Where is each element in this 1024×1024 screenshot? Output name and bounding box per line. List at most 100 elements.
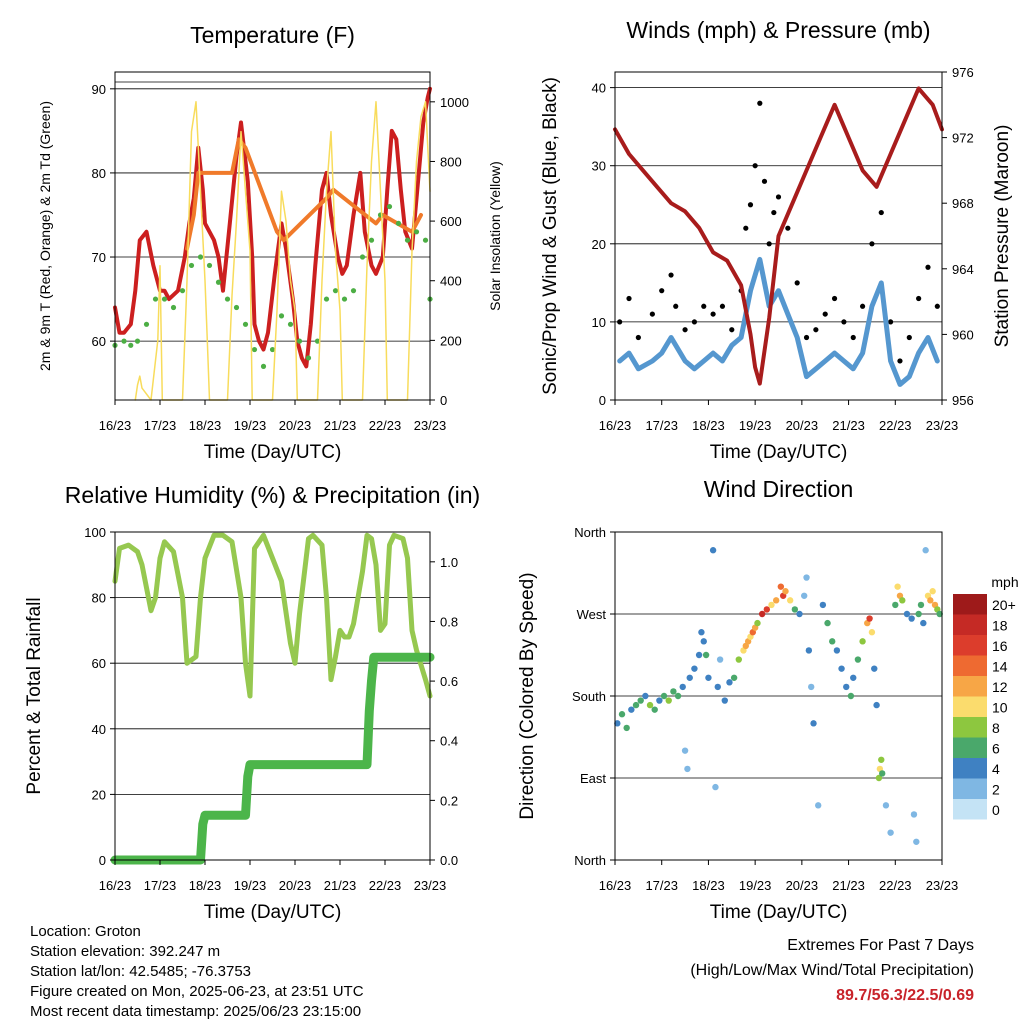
direction-point xyxy=(642,692,649,700)
point-gust_black xyxy=(691,319,698,325)
y2-axis-label: Solar Insolation (Yellow) xyxy=(487,161,503,311)
series-rh_lightgreen xyxy=(112,532,433,699)
point-dewpoint_green xyxy=(350,288,357,294)
direction-point xyxy=(803,574,810,581)
y-tick-label: 80 xyxy=(92,166,106,181)
x-tick-label: 18/23 xyxy=(692,878,725,893)
direction-point xyxy=(868,629,876,636)
direction-point xyxy=(899,597,906,604)
point-gust_black xyxy=(925,264,931,270)
extremes-values: 89.7/56.3/22.5/0.69 xyxy=(836,987,974,1004)
y-tick-label: 60 xyxy=(92,656,106,671)
direction-point xyxy=(810,720,817,727)
direction-point xyxy=(873,701,880,709)
direction-point xyxy=(695,651,703,659)
legend-swatch xyxy=(953,799,987,820)
x-tick-label: 18/23 xyxy=(692,418,725,433)
x-tick-label: 16/23 xyxy=(99,418,132,433)
point-dewpoint_green xyxy=(422,237,429,243)
point-gust_black xyxy=(841,319,847,325)
point-dewpoint_green xyxy=(188,262,195,269)
y-axis-label: Direction (Colored By Speed) xyxy=(517,572,538,819)
direction-point xyxy=(910,811,918,818)
x-tick-label: 21/23 xyxy=(324,878,357,893)
series-precip_green xyxy=(110,652,435,865)
direction-point xyxy=(850,674,857,681)
direction-point xyxy=(843,683,850,691)
point-gust_black xyxy=(822,311,828,317)
series-temp_red xyxy=(113,86,432,369)
direction-point xyxy=(903,610,911,618)
point-gust_black xyxy=(701,303,707,309)
direction-point xyxy=(684,765,691,773)
point-dewpoint_green xyxy=(161,296,168,302)
y-tick-label: North xyxy=(574,525,606,540)
point-gust_black xyxy=(719,303,726,309)
point-dewpoint_green xyxy=(251,346,258,353)
legend-swatch xyxy=(953,635,987,656)
legend-label: 8 xyxy=(992,720,1000,736)
legend-swatch xyxy=(953,758,987,779)
x-tick-label: 21/23 xyxy=(324,418,357,433)
direction-point xyxy=(847,692,855,700)
direction-point xyxy=(786,597,794,604)
y2-tick-label: 972 xyxy=(952,131,974,146)
x-tick-label: 18/23 xyxy=(189,878,222,893)
x-axis-label: Time (Day/UTC) xyxy=(710,442,848,463)
point-dewpoint_green xyxy=(242,321,249,327)
y2-tick-label: 1.0 xyxy=(440,555,458,570)
y2-tick-label: 200 xyxy=(440,333,462,348)
panel-title: Temperature (F) xyxy=(190,22,355,48)
direction-point xyxy=(763,606,771,613)
x-tick-label: 21/23 xyxy=(832,418,865,433)
panel-title: Relative Humidity (%) & Precipitation (i… xyxy=(65,482,480,508)
direction-point xyxy=(920,619,927,627)
legend-swatch xyxy=(953,717,987,738)
point-dewpoint_green xyxy=(197,254,204,260)
plot-frame xyxy=(614,71,943,401)
direction-point xyxy=(887,829,894,836)
x-tick-label: 20/23 xyxy=(786,878,819,893)
direction-point xyxy=(670,688,677,695)
y2-tick-label: 960 xyxy=(952,327,974,342)
direction-point xyxy=(915,610,922,618)
y-axis-label: 2m & 9m T (Red, Orange) & 2m Td (Green) xyxy=(37,101,53,371)
point-dewpoint_green xyxy=(121,338,127,344)
direction-point xyxy=(614,720,621,727)
y-tick-label: 40 xyxy=(592,81,606,96)
x-tick-label: 22/23 xyxy=(369,878,402,893)
point-gust_black xyxy=(897,358,903,364)
direction-point xyxy=(917,601,925,609)
panel-4: mph 20+ 18 16 14 12 10 8 6 4 2 0 North East South West N… xyxy=(517,476,1019,923)
point-gust_black xyxy=(869,241,875,247)
direction-point xyxy=(800,592,808,599)
point-dewpoint_green xyxy=(206,262,213,269)
legend-label: 16 xyxy=(992,638,1008,654)
point-gust_black xyxy=(794,280,800,286)
series-pressure_maroon xyxy=(613,86,944,386)
point-dewpoint_green xyxy=(332,288,339,294)
direction-point xyxy=(824,619,831,627)
legend-swatch xyxy=(953,676,987,697)
x-tick-label: 16/23 xyxy=(99,878,132,893)
x-tick-label: 20/23 xyxy=(786,418,819,433)
x-tick-label: 19/23 xyxy=(739,878,772,893)
direction-point xyxy=(936,610,943,618)
direction-point xyxy=(838,665,845,672)
point-gust_black xyxy=(766,241,772,247)
direction-point xyxy=(808,683,815,691)
legend-label: 2 xyxy=(992,782,1000,798)
y-tick-label: 90 xyxy=(92,82,106,97)
y-tick-label: East xyxy=(580,771,606,786)
x-tick-label: 17/23 xyxy=(144,418,177,433)
point-dewpoint_green xyxy=(359,254,366,260)
point-dewpoint_green xyxy=(287,321,294,327)
y2-tick-label: 0.6 xyxy=(440,674,458,689)
point-dewpoint_green xyxy=(395,220,402,226)
y2-axis-label: Station Pressure (Maroon) xyxy=(992,125,1013,348)
y2-tick-label: 400 xyxy=(440,274,462,289)
direction-point xyxy=(691,665,698,672)
legend-label: 14 xyxy=(992,659,1008,675)
direction-point xyxy=(754,619,761,627)
